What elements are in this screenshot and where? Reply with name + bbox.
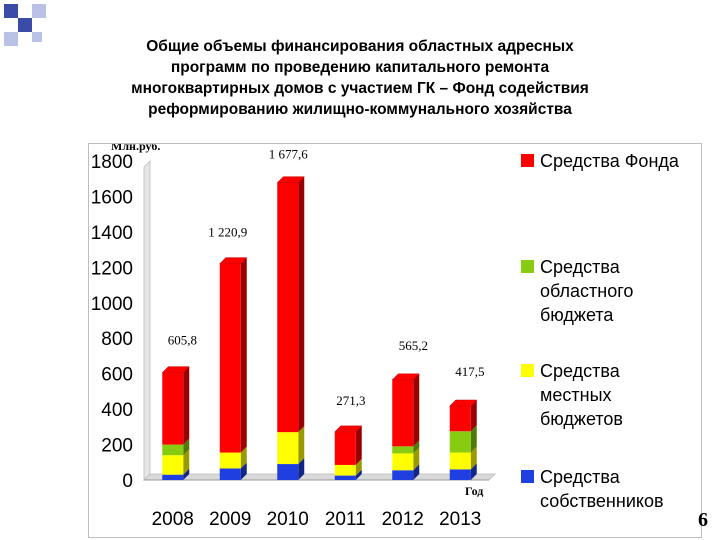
bar-segment-side — [470, 425, 477, 453]
chart-floor — [143, 473, 496, 481]
bar-segment-side — [298, 458, 305, 480]
bar-segment — [277, 464, 299, 480]
bar-segment-side — [240, 446, 247, 469]
slide-title-line: реформированию жилищно-коммунального хоз… — [148, 101, 572, 118]
x-tick-label: 2011 — [325, 509, 366, 530]
y-tick-label: 1800 — [91, 152, 133, 173]
bar-total-label: 1 677,6 — [269, 147, 309, 162]
bar-segment-side — [240, 462, 247, 480]
bar-segment — [449, 469, 471, 480]
bar-segment-side — [413, 440, 420, 454]
bar-segment — [449, 431, 471, 453]
bar-segment-side — [298, 426, 305, 465]
bar-segment-side — [413, 464, 420, 480]
bar-segment-side — [240, 257, 247, 453]
bar-segment-side — [183, 468, 190, 480]
bar-segment — [219, 263, 241, 453]
bar-segment-side — [470, 446, 477, 470]
legend-swatch — [521, 470, 534, 483]
bar-total-label: 417,5 — [455, 364, 484, 379]
x-tick-label: 2012 — [382, 509, 424, 530]
legend-label: Средства Фонда — [540, 151, 680, 171]
slide-title-line: программ по проведению капитального ремо… — [170, 59, 550, 76]
x-tick-label: 2009 — [209, 509, 251, 530]
bar-segment — [162, 444, 184, 456]
bar-total-label: 1 220,9 — [208, 225, 247, 240]
legend-swatch — [521, 364, 534, 377]
bar-segment — [392, 379, 414, 447]
bar-segment-side — [413, 447, 420, 471]
x-tick-label: 2010 — [267, 509, 309, 530]
x-tick-label: 2013 — [439, 509, 481, 530]
bar-segment-side — [355, 425, 362, 465]
page-number: 6 — [698, 509, 708, 531]
bar-segment — [162, 455, 184, 475]
legend-swatch — [521, 260, 534, 273]
bar-segment-side — [183, 366, 190, 445]
slide-title-line: многоквартирных домов с участием ГК – Фо… — [131, 80, 589, 97]
bar-segment — [392, 446, 414, 454]
corner-checker-decoration — [4, 4, 46, 46]
y-tick-label: 800 — [101, 329, 133, 350]
bar-segment — [334, 431, 356, 465]
bar-segment — [277, 432, 299, 465]
legend-label: местных — [540, 385, 612, 405]
bar-segment-side — [470, 463, 477, 480]
bar-segment — [334, 475, 356, 480]
bar-segment — [392, 470, 414, 480]
chart-wall — [143, 160, 151, 481]
bar-segment — [449, 452, 471, 470]
bar-segment — [277, 182, 299, 433]
bar-segment-side — [413, 373, 420, 447]
y-tick-label: 0 — [122, 471, 133, 492]
y-tick-label: 1400 — [91, 223, 133, 244]
bar-segment-side — [470, 400, 477, 432]
bar-total-label: 565,2 — [399, 338, 428, 353]
bar-segment-side — [183, 449, 190, 475]
legend-label: Средства — [540, 467, 621, 487]
bar-top-face — [449, 399, 478, 407]
legend-label: Средства — [540, 361, 621, 381]
bar-segment — [162, 474, 184, 480]
bar-top-face — [391, 373, 420, 381]
y-axis-label: Млн.руб. — [111, 144, 160, 153]
bar-total-label: 271,3 — [336, 393, 365, 408]
x-tick-label: 2008 — [152, 509, 194, 530]
y-tick-label: 1200 — [91, 258, 133, 279]
bar-segment-side — [298, 176, 305, 433]
y-tick-label: 400 — [101, 400, 133, 421]
y-tick-label: 1000 — [91, 294, 133, 315]
bar-top-face — [334, 425, 363, 433]
legend-label: Средства — [540, 257, 621, 277]
bar-segment-side — [355, 469, 362, 480]
bar-segment — [162, 372, 184, 445]
legend-swatch — [521, 154, 534, 167]
y-tick-label: 200 — [101, 436, 133, 457]
bar-segment-side — [183, 438, 190, 456]
bar-segment — [449, 406, 471, 432]
bar-top-face — [161, 366, 190, 373]
slide-title-line: Общие объемы финансирования областных ад… — [146, 38, 574, 55]
bar-top-face — [276, 176, 305, 183]
bar-segment — [392, 453, 414, 471]
bar-segment-side — [355, 458, 362, 476]
x-axis-label: Год — [465, 484, 483, 498]
legend-label: бюджетов — [540, 409, 623, 429]
slide-title: Общие объемы финансирования областных ад… — [80, 36, 640, 120]
bar-segment — [219, 468, 241, 480]
legend-label: областного — [540, 281, 633, 301]
bar-top-face — [219, 257, 248, 264]
bar-segment — [334, 464, 356, 476]
legend-label: собственников — [540, 491, 664, 511]
y-tick-label: 1600 — [91, 187, 133, 208]
bar-total-label: 605,8 — [168, 333, 197, 348]
chart-frame: 0 200 400 600 800 1000 1200 1400 1600 1800 Млн.руб… — [88, 143, 702, 538]
legend-label: бюджета — [540, 305, 614, 325]
stacked-bar-chart: 0 200 400 600 800 1000 1200 1400 1600 1800Млн.руб… — [91, 144, 680, 530]
bar-segment — [219, 452, 241, 469]
y-tick-label: 600 — [101, 365, 133, 386]
